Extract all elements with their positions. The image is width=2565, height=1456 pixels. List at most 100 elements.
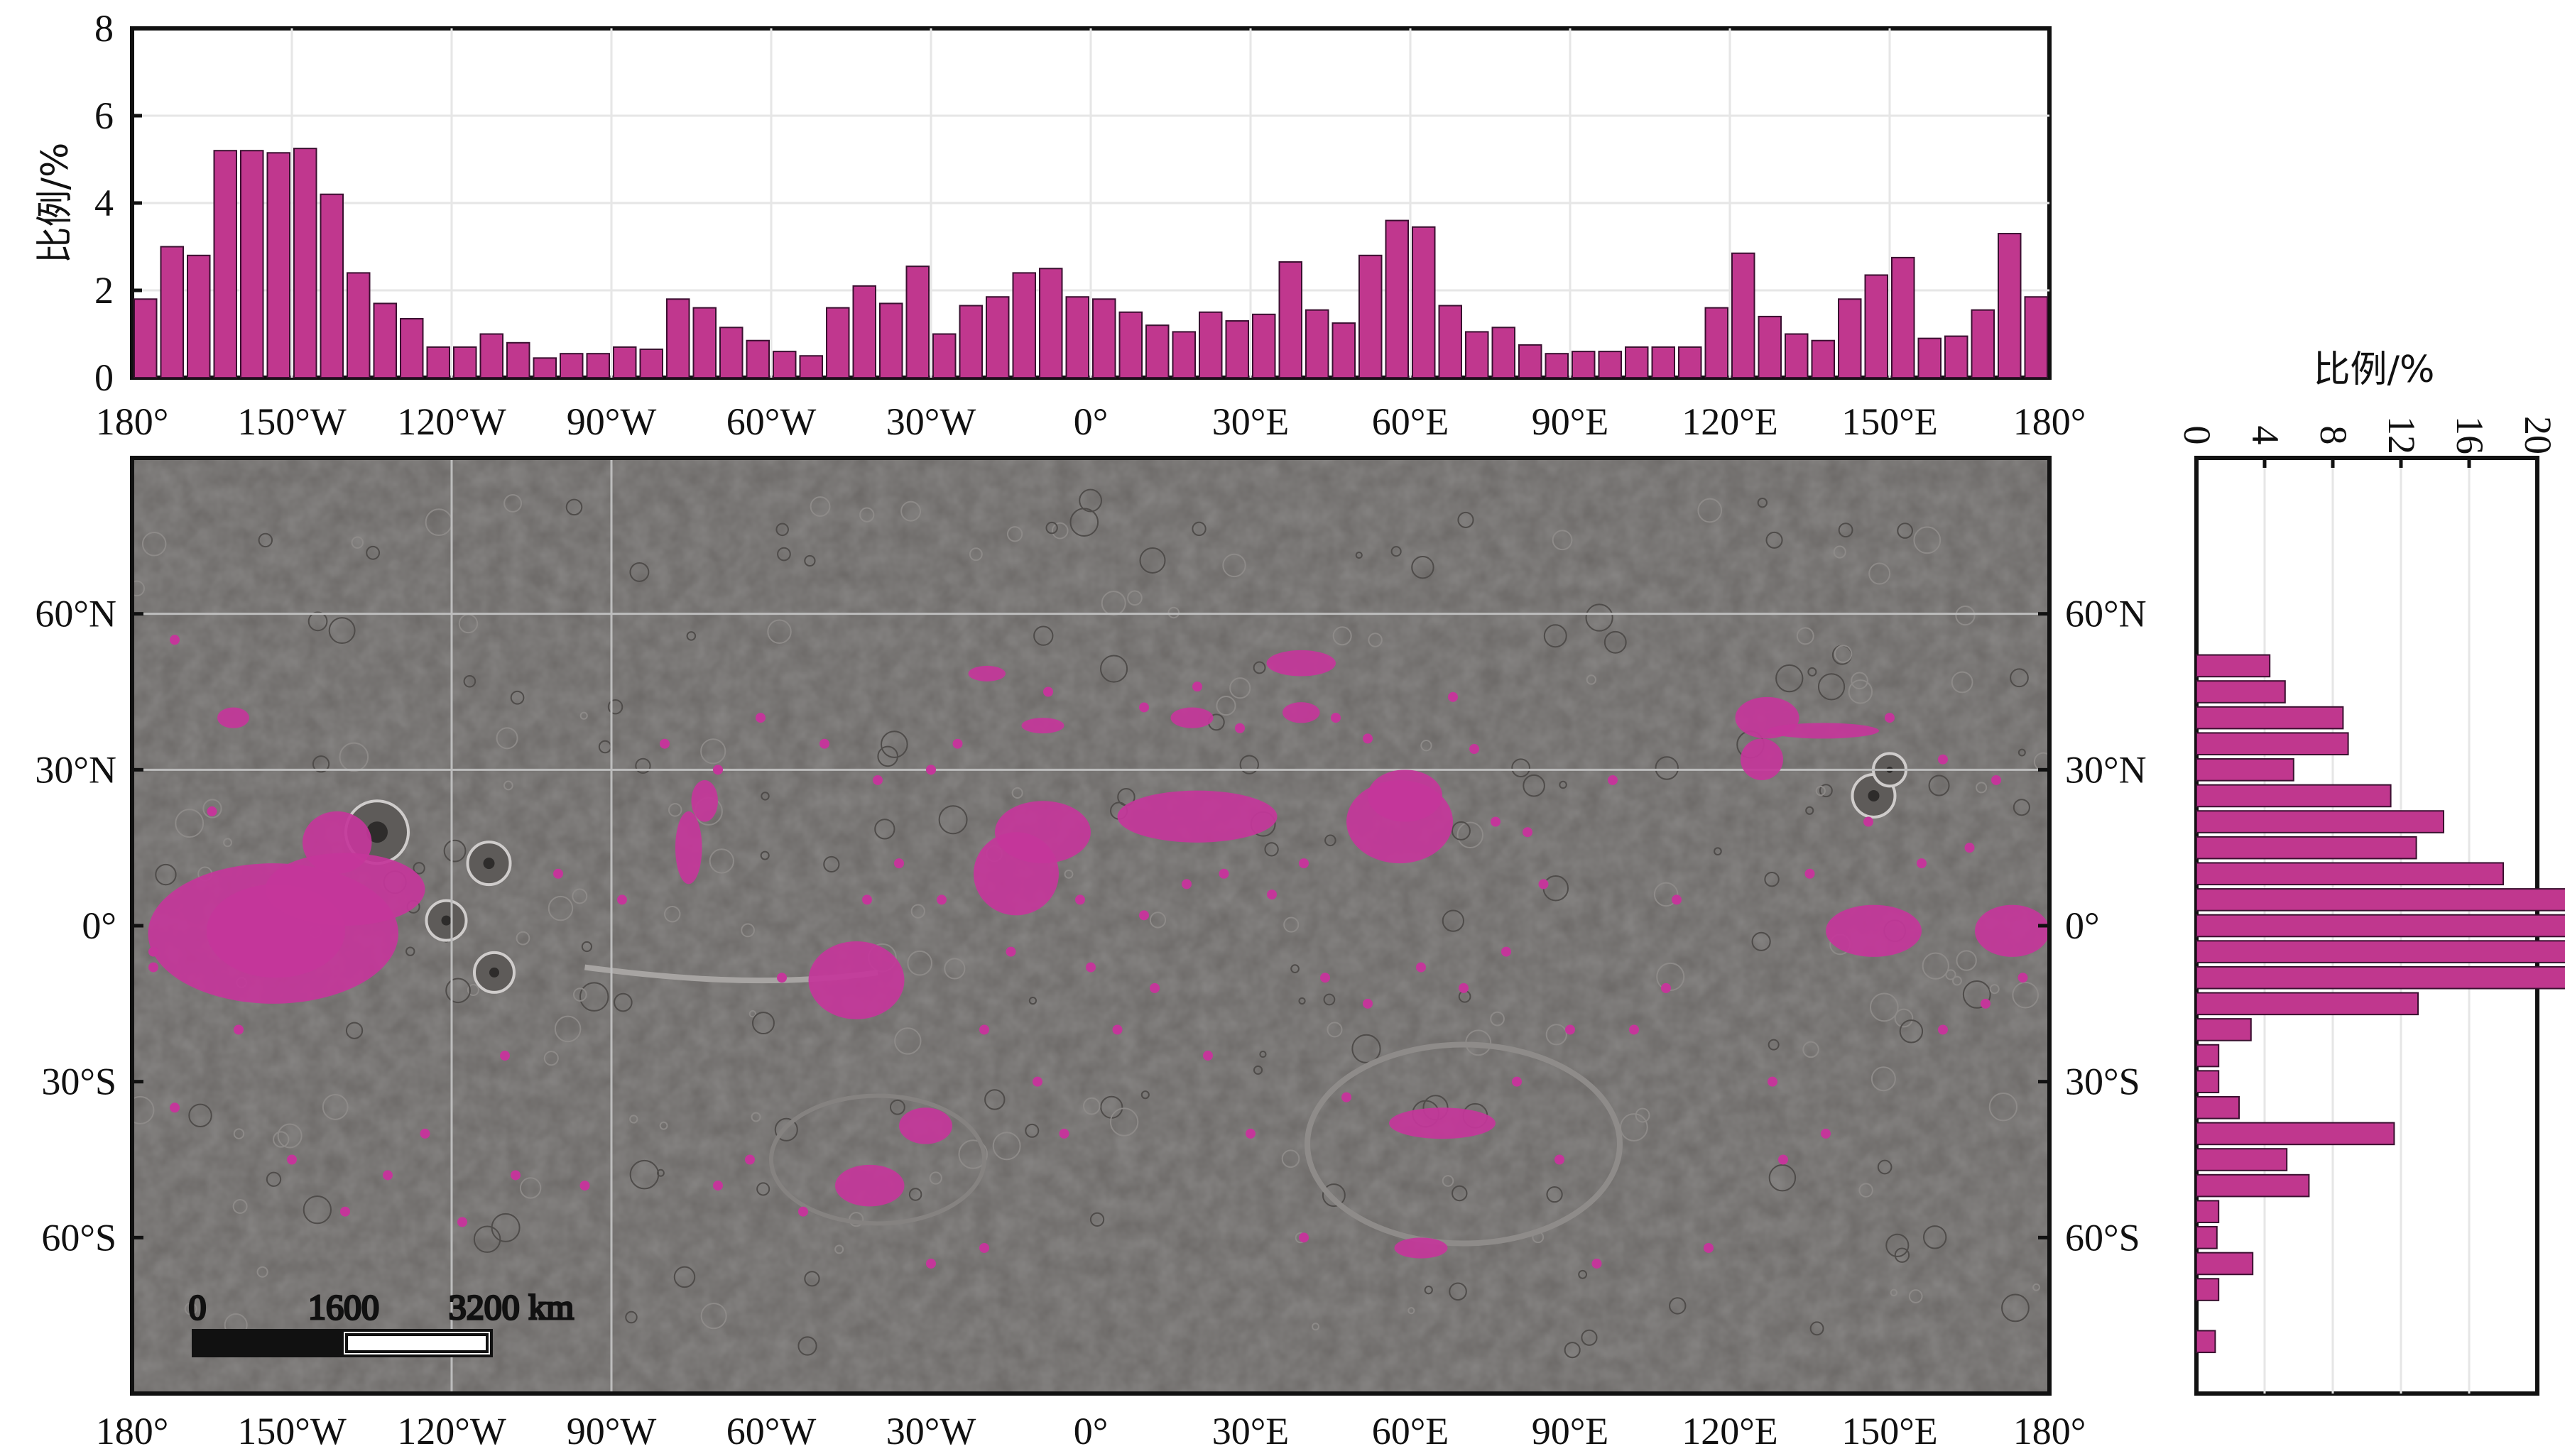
right-bar — [2196, 940, 2565, 963]
top-x-tick-label: 180° — [96, 400, 169, 443]
crater — [339, 742, 369, 772]
top-x-tick-label: 150°E — [1841, 400, 1938, 443]
highlighted-speckle — [148, 962, 158, 973]
hellas-basin — [1305, 1041, 1623, 1247]
crater — [132, 580, 146, 597]
crater — [1635, 1107, 1650, 1123]
crater — [1264, 842, 1279, 857]
top-bar — [586, 353, 610, 378]
highlighted-speckle — [1938, 1024, 1948, 1035]
highlighted-speckle — [1112, 1024, 1123, 1035]
crater — [1578, 1269, 1588, 1279]
highlighted-speckle — [1320, 973, 1330, 983]
scale-label-3200-km: 3200 km — [449, 1287, 574, 1327]
map-x-tick-label: 30°W — [886, 1410, 976, 1452]
top-x-tick-label: 150°W — [237, 400, 347, 443]
crater — [756, 1182, 770, 1196]
top-bar — [213, 150, 237, 378]
top-bar — [506, 341, 530, 378]
top-bar — [1785, 333, 1809, 378]
highlighted-speckle — [234, 1024, 244, 1035]
highlighted-speckle — [1086, 962, 1096, 973]
highlighted-speckle — [1704, 1242, 1714, 1253]
top-bar — [1145, 324, 1170, 379]
map-y-tick-label-left: 0° — [82, 904, 116, 947]
crater — [266, 1171, 282, 1187]
top-bar — [1917, 337, 1942, 378]
right-bar — [2196, 758, 2294, 782]
top-x-tick-label: 60°W — [726, 400, 817, 443]
highlighted-speckle — [340, 1206, 350, 1217]
crater — [1424, 1286, 1433, 1295]
crater — [767, 619, 792, 644]
right-bar — [2196, 1173, 2310, 1198]
crater — [1167, 606, 1180, 619]
map-x-tick-label: 30°E — [1212, 1410, 1290, 1452]
highlighted-speckle — [1661, 982, 1671, 993]
right-bar — [2196, 914, 2565, 938]
top-bar — [1012, 272, 1036, 378]
highlighted-speckle — [1491, 816, 1501, 827]
highlighted-speckle — [553, 868, 563, 879]
crater — [1989, 984, 2000, 995]
map-x-tick-label: 60°E — [1372, 1410, 1449, 1452]
crater — [1149, 912, 1167, 929]
map-y-tick-label-left: 30°S — [41, 1061, 116, 1103]
crater — [2001, 1293, 2030, 1323]
highlighted-region — [1741, 738, 1783, 780]
crater — [175, 809, 205, 838]
highlighted-speckle — [1459, 982, 1469, 993]
top-bar — [1225, 320, 1249, 378]
crater — [1089, 1212, 1105, 1227]
highlighted-speckle — [926, 1258, 936, 1269]
crater — [1838, 522, 1853, 538]
highlighted-speckle — [1075, 894, 1085, 905]
crater — [1586, 674, 1597, 685]
crater — [751, 1012, 775, 1035]
top-bar — [1118, 311, 1143, 378]
highlighted-speckle — [1235, 723, 1245, 733]
map-y-tick-label-left: 30°N — [35, 748, 116, 791]
crater — [748, 1009, 757, 1018]
crater — [307, 611, 328, 632]
crater — [258, 532, 273, 548]
highlighted-speckle — [1964, 843, 1975, 853]
highlighted-speckle — [1363, 998, 1373, 1009]
crater — [1815, 785, 1826, 797]
crater — [1885, 1233, 1910, 1257]
crater — [328, 617, 356, 645]
crater — [1655, 756, 1679, 780]
map-y-tick-label-left: 60°S — [41, 1216, 116, 1259]
crater — [751, 1112, 761, 1122]
crater — [1890, 1288, 1898, 1297]
crater — [1490, 1011, 1505, 1027]
volcano-caldera — [483, 858, 495, 870]
highlighted-speckle — [1363, 733, 1373, 744]
highlighted-speckle — [207, 806, 217, 816]
highlighted-region — [1117, 790, 1278, 843]
crater — [656, 1168, 665, 1177]
crater — [1449, 1282, 1467, 1301]
volcano-caldera — [1868, 789, 1880, 801]
crater — [804, 554, 816, 567]
highlighted-region — [808, 941, 905, 1019]
highlighted-speckle — [1538, 879, 1549, 890]
crater — [907, 950, 933, 976]
highlighted-region — [835, 1164, 905, 1207]
right-x-tick-label: 12 — [2380, 416, 2423, 454]
highlighted-speckle — [745, 1154, 755, 1165]
crater — [797, 1336, 817, 1356]
crater — [312, 755, 330, 773]
top-bar — [1172, 331, 1196, 378]
top-x-tick-label: 180° — [2013, 400, 2086, 443]
crater — [938, 805, 968, 835]
right-bar — [2196, 1095, 2240, 1120]
crater — [2010, 668, 2029, 688]
crater — [1751, 931, 1771, 951]
crater — [1819, 784, 1833, 798]
top-bar — [1518, 344, 1542, 378]
right-bar — [2196, 1148, 2288, 1171]
top-x-tick-label: 60°E — [1372, 400, 1449, 443]
top-bar — [1944, 335, 1968, 379]
crater — [1368, 633, 1383, 647]
